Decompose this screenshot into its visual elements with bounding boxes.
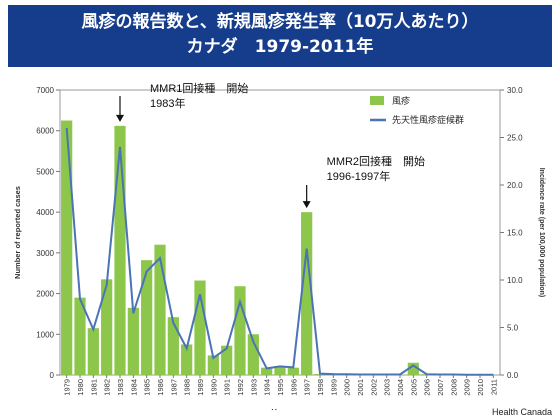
y-tick-label: 4000 — [36, 208, 54, 217]
x-tick-label: 1996 — [289, 379, 298, 396]
bar-1992 — [234, 286, 246, 375]
bar-1990 — [207, 355, 219, 375]
x-tick-label: 2003 — [383, 379, 392, 396]
title-banner: 風疹の報告数と、新規風疹発生率（10万人あたり） カナダ 1979-2011年 — [8, 5, 552, 67]
x-tick-label: 1985 — [143, 379, 152, 396]
bar-1987 — [167, 317, 179, 375]
y-tick-label: 2000 — [36, 290, 54, 299]
x-tick-label: 2002 — [369, 379, 378, 396]
y2-tick-label: 15.0 — [507, 229, 523, 238]
bar-1997 — [301, 212, 313, 375]
source-credit: Health Canada — [491, 407, 552, 417]
x-tick-label: 1988 — [183, 379, 192, 396]
bar-1995 — [274, 366, 286, 375]
x-tick-label: 2007 — [436, 379, 445, 396]
bar-1996 — [287, 367, 299, 375]
annotation-label-line2: 1983年 — [150, 96, 185, 110]
rubella-chart: 0 1000 2000 3000 4000 5000 6000 7000 0.0 5.0 10.0 1… — [13, 81, 545, 410]
x-tick-label: 1993 — [249, 379, 258, 396]
chart-title: 風疹の報告数と、新規風疹発生率（10万人あたり） — [81, 12, 479, 32]
legend-label-line: 先天性風疹症候群 — [392, 114, 464, 125]
x-axis-title: Year — [272, 408, 289, 410]
y2-tick-label: 30.0 — [507, 86, 523, 95]
y2-tick-label: 5.0 — [507, 324, 519, 333]
line-series-crs — [65, 127, 494, 376]
x-tick-label: 1992 — [236, 379, 245, 396]
x-tick-label: 1989 — [196, 379, 205, 396]
bar-1986 — [154, 244, 166, 375]
annotation-label-line1: MMR2回接種 開始 — [327, 154, 425, 168]
bar-1982 — [101, 279, 113, 375]
x-tick-label: 1995 — [276, 379, 285, 396]
x-tick-label: 2001 — [356, 379, 365, 396]
x-tick-label: 1983 — [116, 379, 125, 396]
y2-axis-title: Incidence rate (per 100,000 population) — [538, 168, 545, 298]
y-tick-label: 1000 — [36, 330, 54, 339]
x-tick-label: 1994 — [263, 379, 272, 396]
bar-1979 — [61, 120, 73, 376]
y2-tick-label: 0.0 — [507, 371, 519, 380]
y-tick-label: 6000 — [36, 127, 54, 136]
x-tick-label: 1986 — [156, 379, 165, 396]
x-tick-label: 1981 — [89, 379, 98, 396]
x-tick-label: 2010 — [476, 379, 485, 396]
x-tick-label: 1990 — [209, 379, 218, 396]
x-tick-label: 1991 — [223, 379, 232, 396]
annotation-arrowhead — [116, 114, 124, 122]
x-tick-label: 2006 — [423, 379, 432, 396]
x-tick-label: 1987 — [169, 379, 178, 396]
x-tick-label: 2011 — [489, 379, 498, 395]
y-tick-label: 5000 — [36, 167, 54, 176]
bar-1983 — [114, 125, 126, 375]
bar-1981 — [87, 328, 99, 375]
x-tick-label: 2009 — [463, 379, 472, 396]
bar-1984 — [127, 307, 139, 375]
bar-1989 — [194, 280, 206, 375]
bar-2005 — [407, 362, 419, 375]
legend-swatch-bars — [370, 96, 384, 105]
y-tick-label: 3000 — [36, 249, 54, 258]
x-tick-label: 2000 — [343, 379, 352, 396]
x-tick-label: 1979 — [63, 379, 72, 396]
bar-1993 — [247, 334, 259, 375]
x-tick-label: 1984 — [129, 379, 138, 396]
bar-1994 — [261, 367, 273, 375]
y-axis-title: Number of reported cases — [13, 186, 22, 279]
legend-label-bars: 風疹 — [392, 95, 410, 106]
y2-tick-label: 25.0 — [507, 134, 523, 143]
x-tick-label: 1982 — [103, 379, 112, 396]
x-tick-label: 2005 — [409, 379, 418, 396]
x-tick-label: 1997 — [303, 379, 312, 396]
bar-1991 — [221, 345, 233, 375]
y2-tick-label: 10.0 — [507, 276, 523, 285]
bar-1985 — [141, 260, 153, 375]
x-tick-label: 1999 — [329, 379, 338, 396]
x-tick-label: 2008 — [449, 379, 458, 396]
y2-tick-label: 20.0 — [507, 181, 523, 190]
x-tick-label: 2004 — [396, 379, 405, 396]
annotation-arrowhead — [302, 201, 311, 209]
x-tick-label: 1980 — [76, 379, 85, 396]
y-tick-label: 0 — [50, 371, 55, 380]
bar-1980 — [74, 297, 86, 375]
bar-1988 — [181, 344, 193, 375]
chart-subtitle: カナダ 1979-2011年 — [186, 37, 374, 57]
annotation-label-line2: 1996-1997年 — [327, 169, 391, 183]
x-tick-label: 1998 — [316, 379, 325, 396]
annotation-label-line1: MMR1回接種 開始 — [150, 81, 248, 95]
y-tick-label: 7000 — [36, 86, 54, 95]
